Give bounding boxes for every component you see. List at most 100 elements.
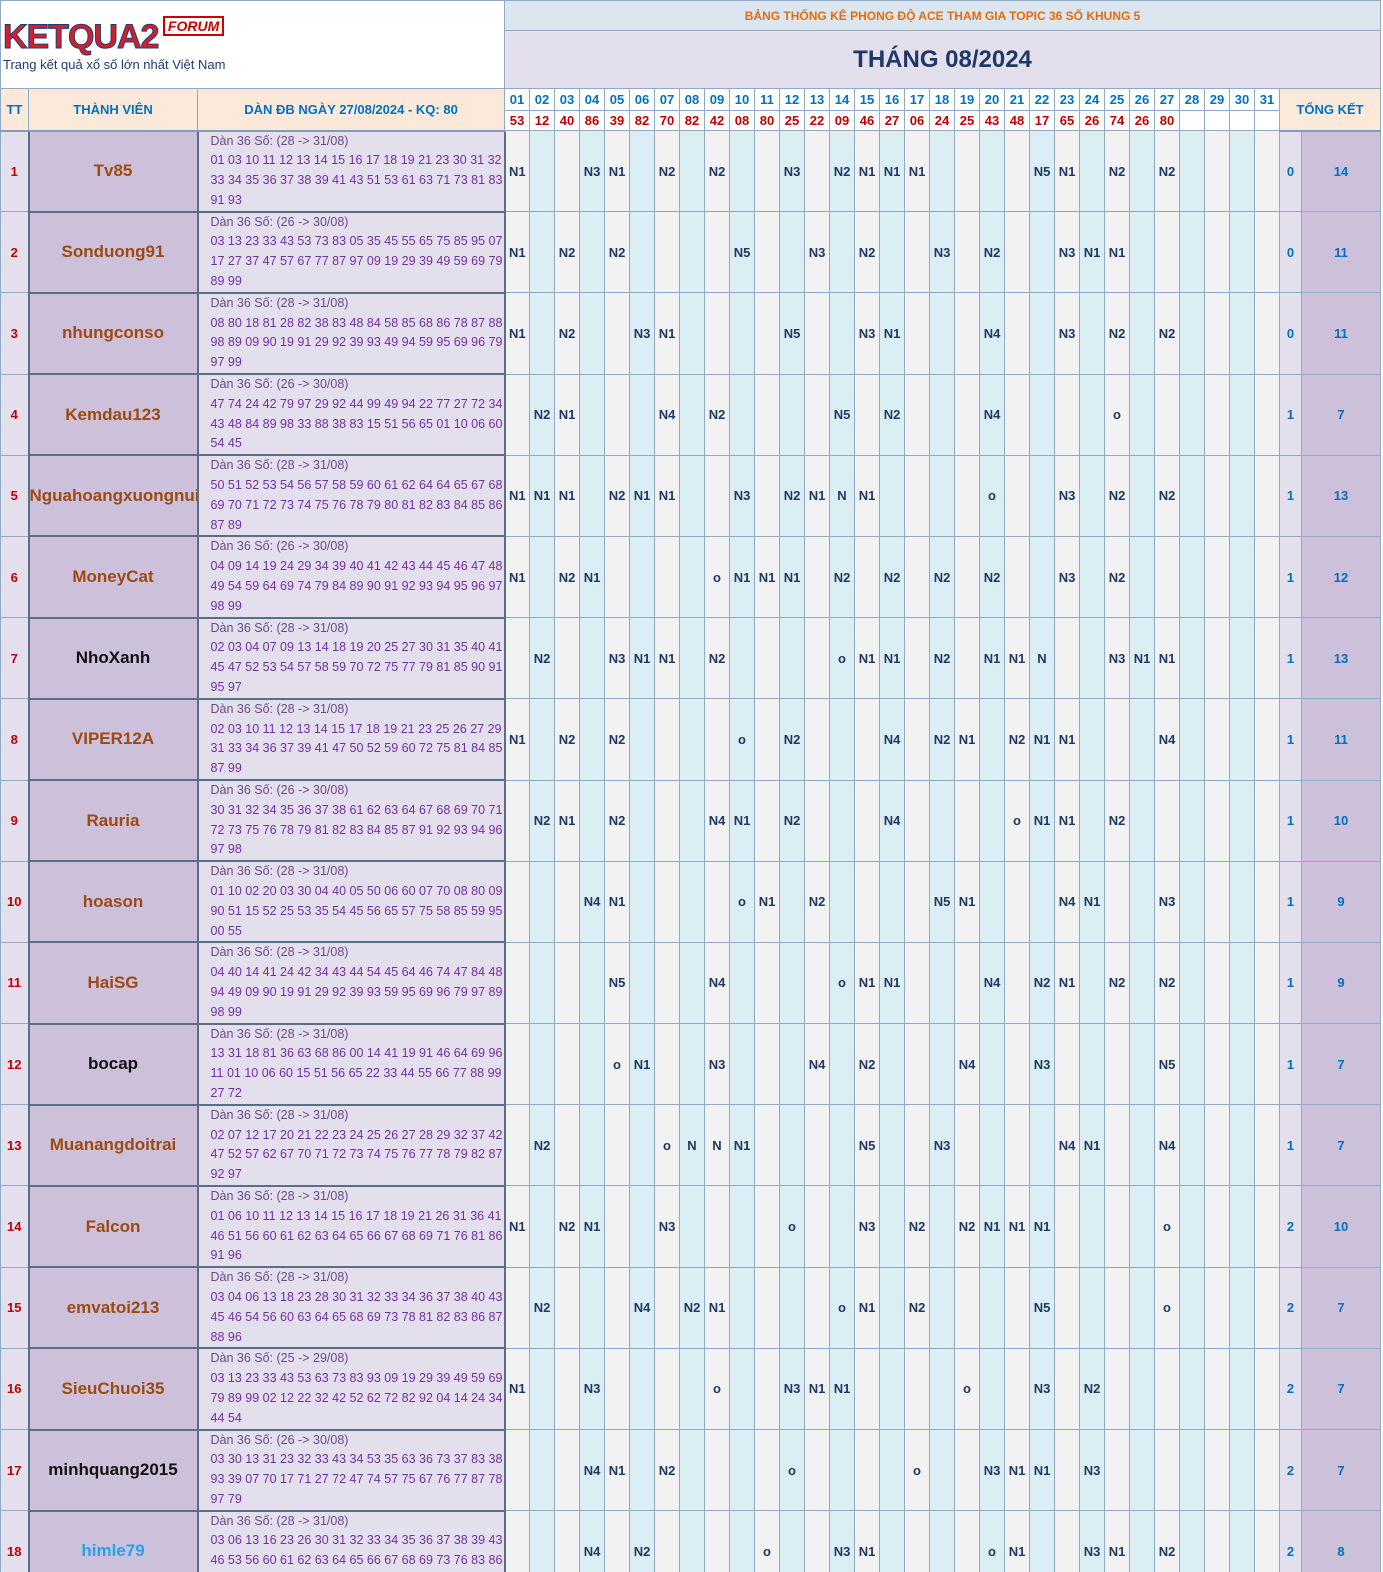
day-header: 02 [529, 88, 555, 111]
table-row: TT THÀNH VIÊN DÀN ĐB NGÀY 27/08/2024 - KQ:… [0, 88, 1382, 132]
day-result: 39 [604, 110, 630, 131]
total-b: 14 [1300, 129, 1382, 213]
day-cell [879, 454, 905, 537]
day-cell [904, 698, 930, 781]
day-mark: N1 [1054, 779, 1080, 862]
day-cell [1179, 292, 1205, 375]
logo-line: KETQUA2 FORUM [2, 15, 504, 57]
day-cell [804, 1104, 830, 1187]
day-result: 70 [654, 110, 680, 131]
day-cell [804, 1510, 830, 1572]
dan-cell: Dàn 36 Số: (28 -> 31/08) 08 80 18 81 28 8… [196, 291, 506, 376]
day-header: 16 [879, 88, 905, 111]
day-mark: o [704, 1347, 730, 1431]
day-cell [529, 535, 555, 619]
day-cell [1204, 779, 1230, 862]
day-mark: N3 [1029, 1023, 1055, 1106]
day-cell [779, 1023, 805, 1106]
day-mark: N1 [554, 454, 580, 537]
table-row: 12 bocap Dàn 36 Số: (28 -> 31/08) 13 31 18 … [0, 1022, 1382, 1106]
dan-header: Dàn 36 Số: (26 -> 30/08) [210, 214, 349, 229]
day-mark: N1 [579, 535, 605, 619]
day-mark: N2 [554, 211, 580, 294]
day-cell [1229, 129, 1255, 213]
day-mark: N2 [1104, 535, 1130, 619]
day-cell [1029, 211, 1055, 294]
day-mark: N1 [1079, 1104, 1105, 1187]
day-cell [779, 617, 805, 700]
day-mark: N3 [1029, 1347, 1055, 1431]
day-cell [1254, 779, 1280, 862]
day-cell [1104, 698, 1130, 781]
day-mark: N1 [629, 1023, 655, 1106]
day-cell [829, 779, 855, 862]
day-cell [1179, 373, 1205, 456]
day-cell [1229, 454, 1255, 537]
day-cell [679, 292, 705, 375]
day-cell [1004, 535, 1030, 619]
day-cell [554, 1347, 580, 1431]
day-header: 15 [854, 88, 880, 111]
day-mark: N3 [779, 1347, 805, 1431]
dan-line: 97 99 [210, 355, 242, 370]
day-cell [1004, 1266, 1030, 1349]
logo-tagline: Trang kết quả xổ số lớn nhất Việt Nam [3, 56, 226, 72]
day-mark: o [829, 941, 855, 1025]
day-cell [804, 1428, 830, 1512]
dan-line: 03 06 13 16 23 26 30 31 32 33 34 35 36 3… [210, 1533, 503, 1548]
dan-line: 02 03 10 11 12 13 14 15 17 18 19 21 23 2… [210, 721, 502, 736]
day-mark: N2 [929, 698, 955, 781]
day-mark: N1 [604, 860, 630, 943]
day-cell [829, 860, 855, 943]
day-mark: N4 [954, 1023, 980, 1106]
day-cell [1204, 1185, 1230, 1268]
day-cell [579, 454, 605, 537]
dan-line: 03 13 23 33 43 53 73 83 05 35 45 55 65 7… [210, 234, 503, 249]
day-result [1254, 110, 1280, 131]
day-mark: o [729, 860, 755, 943]
day-cell [1254, 1428, 1280, 1512]
day-cell [629, 129, 655, 213]
day-result: 86 [579, 110, 605, 131]
day-mark: N3 [1054, 292, 1080, 375]
day-cell [1254, 860, 1280, 943]
day-mark: N4 [804, 1023, 830, 1106]
day-cell [1129, 779, 1155, 862]
total-b: 9 [1300, 860, 1382, 943]
day-result: 27 [879, 110, 905, 131]
day-mark: N5 [1154, 1023, 1180, 1106]
dan-header: Dàn 36 Số: (26 -> 30/08) [210, 377, 349, 392]
day-mark: N2 [1154, 129, 1180, 213]
dan-line: 31 33 34 36 37 39 41 47 50 52 59 60 72 7… [210, 741, 503, 756]
day-header: 20 [979, 88, 1005, 111]
dan-line: 45 47 52 53 54 57 58 59 70 72 75 77 79 8… [210, 660, 503, 675]
row-number: 5 [0, 454, 29, 537]
day-cell [1229, 373, 1255, 456]
day-cell [704, 211, 730, 294]
dan-line: 46 51 56 60 61 62 63 64 65 66 67 68 69 7… [210, 1228, 503, 1243]
table-row: 10 hoason Dàn 36 Số: (28 -> 31/08) 01 10 02… [0, 860, 1382, 944]
day-cell [729, 292, 755, 375]
day-header: 17 [904, 88, 930, 111]
day-cell [829, 292, 855, 375]
day-result: 25 [779, 110, 805, 131]
day-mark: N2 [554, 292, 580, 375]
day-cell [604, 1185, 630, 1268]
day-cell [1254, 617, 1280, 700]
day-cell [1179, 1510, 1205, 1572]
day-mark: N2 [1104, 454, 1130, 537]
day-cell [754, 941, 780, 1025]
dan-header: Dàn 36 Số: (26 -> 30/08) [210, 1432, 349, 1447]
day-mark: N3 [579, 1347, 605, 1431]
day-cell [1254, 292, 1280, 375]
day-cell [904, 941, 930, 1025]
day-mark: N1 [504, 535, 530, 619]
day-cell [779, 373, 805, 456]
day-cell [1129, 373, 1155, 456]
day-mark: N3 [829, 1510, 855, 1572]
dan-cell: Dàn 36 Số: (28 -> 31/08) 01 03 10 11 12 1… [196, 129, 506, 213]
dan-line: 87 99 [210, 761, 242, 776]
day-cell [529, 292, 555, 375]
day-mark: N4 [979, 373, 1005, 456]
day-cell [1179, 1023, 1205, 1106]
